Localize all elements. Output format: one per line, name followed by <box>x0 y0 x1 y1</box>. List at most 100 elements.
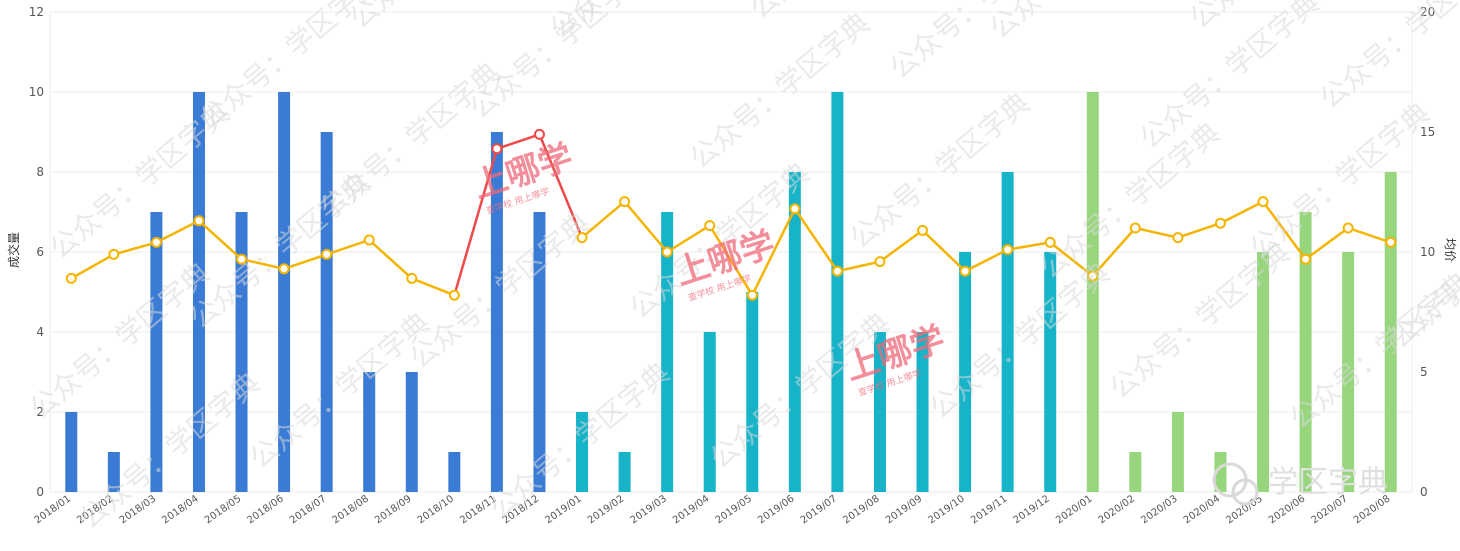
bar <box>1299 212 1312 492</box>
line-segment <box>325 238 371 256</box>
watermark-text: 公众号：学区字典 <box>1133 0 1326 155</box>
line-segment <box>155 219 201 244</box>
x-tick: 2019/04 <box>671 493 711 526</box>
line-segment <box>410 277 456 297</box>
bar <box>65 412 78 492</box>
bar <box>235 212 248 492</box>
line-point <box>831 265 843 277</box>
brand-mark: 学区字典 <box>1212 462 1388 506</box>
bar <box>788 172 801 492</box>
watermark-text: 公众号：学区字典 <box>343 0 536 35</box>
bar <box>1214 452 1227 492</box>
line-segment <box>1048 241 1095 278</box>
line-point <box>1214 217 1226 229</box>
x-tick: 2019/09 <box>884 493 924 526</box>
y-tick-left: 0 <box>36 485 44 499</box>
x-tick: 2019/05 <box>714 493 754 526</box>
line-segment <box>665 224 711 254</box>
watermark-text: 公众号：学区字典 <box>313 56 506 225</box>
x-tick: 2018/08 <box>331 493 371 526</box>
line-point <box>236 253 248 265</box>
line-segment <box>1304 226 1350 261</box>
watermark-text: 公众号：学区字典 <box>463 0 656 125</box>
line-segment <box>921 229 967 273</box>
line-point <box>661 246 673 258</box>
grid-layer <box>49 11 1413 493</box>
line-point <box>1342 222 1354 234</box>
x-tick: 2019/06 <box>756 493 796 526</box>
bar <box>746 292 759 492</box>
line-segment <box>623 200 669 254</box>
y-tick-right: 0 <box>1420 485 1428 499</box>
bar <box>959 252 972 492</box>
line-point <box>150 236 162 248</box>
line-point <box>746 289 758 301</box>
watermark-text: 公众号：学区字典 <box>1033 116 1226 285</box>
bar <box>916 332 929 492</box>
bar <box>320 132 333 492</box>
bar <box>363 372 376 492</box>
x-tick: 2019/08 <box>841 493 881 526</box>
watermark-text: 公众号：学区字典 <box>883 0 1076 85</box>
bar <box>873 332 886 492</box>
bar <box>278 92 291 492</box>
line-segment <box>1091 226 1137 278</box>
line-segment <box>495 133 541 151</box>
x-tick: 2020/03 <box>1139 493 1179 526</box>
line-point <box>321 248 333 260</box>
y-tick-left: 6 <box>36 245 44 259</box>
line-point <box>278 263 290 275</box>
line-point <box>1129 222 1141 234</box>
x-tick: 2019/03 <box>629 493 669 526</box>
bar <box>490 132 503 492</box>
line-point <box>1044 236 1056 248</box>
line-point <box>363 234 375 246</box>
bar <box>1257 252 1270 492</box>
x-tick: 2018/06 <box>245 493 285 526</box>
line-segment <box>1261 200 1307 261</box>
line-point <box>65 272 77 284</box>
line-layer <box>65 128 1397 301</box>
line-point <box>1257 196 1269 208</box>
bar-layer <box>65 92 1397 492</box>
line-point <box>619 196 631 208</box>
x-tick: 2020/01 <box>1054 493 1094 526</box>
y-tick-left: 4 <box>36 325 44 339</box>
line-point <box>406 272 418 284</box>
brand-text: 学区字典 <box>1268 465 1388 500</box>
line-segment <box>112 241 158 256</box>
y-axis-label-right: 均价 <box>1443 238 1457 262</box>
bar <box>1086 92 1099 492</box>
line-segment <box>963 248 1009 273</box>
line-point <box>448 289 460 301</box>
y-tick-left: 8 <box>36 165 44 179</box>
x-tick: 2019/12 <box>1012 493 1052 526</box>
x-tick: 2019/10 <box>926 493 966 526</box>
line-segment <box>1006 241 1052 251</box>
line-point <box>959 265 971 277</box>
y-tick-right: 10 <box>1420 245 1435 259</box>
x-tick: 2019/07 <box>799 493 839 526</box>
x-tick: 2019/02 <box>586 493 626 526</box>
bar <box>192 92 205 492</box>
y-tick-right: 20 <box>1420 5 1435 19</box>
watermark-text: 公众号：学区字典 <box>23 256 216 425</box>
y-axis-label-left: 成交量 <box>6 232 21 268</box>
y-tick-left: 12 <box>29 5 44 19</box>
line-point <box>917 224 929 236</box>
x-tick: 2020/04 <box>1182 493 1222 526</box>
line-segment <box>1219 200 1265 225</box>
line-segment <box>282 253 328 271</box>
bar <box>150 212 163 492</box>
line-segment <box>836 260 882 273</box>
bar <box>703 332 716 492</box>
line-segment <box>708 224 754 297</box>
line-point <box>108 248 120 260</box>
x-tick: 2020/05 <box>1224 493 1264 526</box>
bar <box>831 92 844 492</box>
line-segment <box>751 207 797 297</box>
line-segment <box>453 147 499 297</box>
x-tick: 2018/04 <box>160 493 200 526</box>
